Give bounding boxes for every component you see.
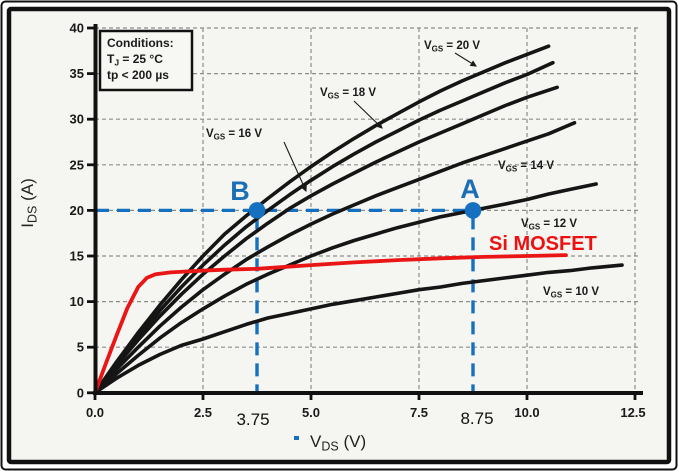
curve-label-vgs-10: VGS = 10 V bbox=[543, 286, 599, 300]
x-tick-label: 0.0 bbox=[86, 405, 104, 420]
curve-label-vgs-18: VGS = 18 V bbox=[320, 87, 376, 101]
y-tick-label: 40 bbox=[70, 21, 84, 36]
y-tick-label: 35 bbox=[70, 66, 84, 81]
point-a-label: A bbox=[460, 174, 480, 204]
x-axis-title: VDS (V) bbox=[310, 432, 366, 454]
point-a-x-value: 8.75 bbox=[460, 409, 493, 428]
point-marker-b bbox=[248, 202, 266, 219]
curve-label-vgs-12: VGS = 12 V bbox=[521, 218, 577, 232]
curve-label-vgs-16: VGS = 16 V bbox=[206, 128, 262, 142]
y-tick-label: 20 bbox=[70, 203, 84, 218]
conditions-temperature: TJ = 25 °C bbox=[107, 52, 163, 68]
curve-si-mosfet bbox=[93, 253, 568, 395]
point-b-x-value: 3.75 bbox=[236, 410, 269, 429]
ticks-layer: 0.0 2.5 5.0 7.5 10.0 12.5 0 5 10 15 20 25 30 35 40 bbox=[70, 21, 646, 421]
curve-vgs-16 bbox=[93, 85, 559, 395]
conditions-box: Conditions: TJ = 25 °C tp < 200 µs bbox=[98, 29, 194, 92]
x-tick-label: 7.5 bbox=[410, 405, 428, 420]
axes-layer bbox=[93, 24, 643, 395]
curve-vgs-12 bbox=[93, 182, 598, 395]
conditions-pulse-width: tp < 200 µs bbox=[107, 68, 169, 82]
curve-vgs-20 bbox=[93, 44, 551, 395]
y-tick-label: 30 bbox=[70, 112, 84, 127]
inner-frame-border bbox=[6, 6, 672, 465]
y-tick-label: 5 bbox=[77, 340, 84, 355]
curve-label-vgs-14: VGS = 14 V bbox=[498, 160, 554, 174]
conditions-box-border bbox=[98, 29, 194, 92]
y-tick-label: 0 bbox=[77, 385, 84, 400]
y-tick-label: 10 bbox=[70, 294, 84, 309]
small-blue-mark bbox=[294, 436, 299, 440]
curve-label-vgs-20: VGS = 20 V bbox=[424, 40, 480, 54]
si-mosfet-label: Si MOSFET bbox=[489, 233, 597, 255]
conditions-title: Conditions: bbox=[107, 36, 174, 50]
y-axis-title: IDS (A) bbox=[18, 178, 40, 228]
x-tick-label: 5.0 bbox=[302, 405, 320, 420]
curve-vgs-18 bbox=[93, 60, 555, 395]
y-tick-label: 15 bbox=[70, 249, 84, 264]
curve-vgs-10 bbox=[93, 263, 624, 395]
curve-label-arrow bbox=[283, 141, 307, 193]
point-marker-a bbox=[464, 202, 482, 219]
point-b-label: B bbox=[230, 176, 250, 206]
x-tick-label: 10.0 bbox=[514, 405, 539, 420]
curves-layer bbox=[93, 44, 624, 395]
x-tick-label: 2.5 bbox=[194, 405, 212, 420]
curve-labels-layer: VGS = 20 V VGS = 18 V VGS = 16 V VGS = 14 V… bbox=[206, 40, 599, 300]
curve-label-arrow bbox=[454, 52, 477, 67]
y-tick-label: 25 bbox=[70, 157, 84, 172]
guide-lines-layer bbox=[96, 208, 475, 393]
marker-points-layer bbox=[248, 202, 482, 219]
curve-vgs-14 bbox=[93, 121, 577, 395]
x-tick-label: 12.5 bbox=[620, 405, 645, 420]
curve-label-arrow bbox=[353, 100, 383, 129]
